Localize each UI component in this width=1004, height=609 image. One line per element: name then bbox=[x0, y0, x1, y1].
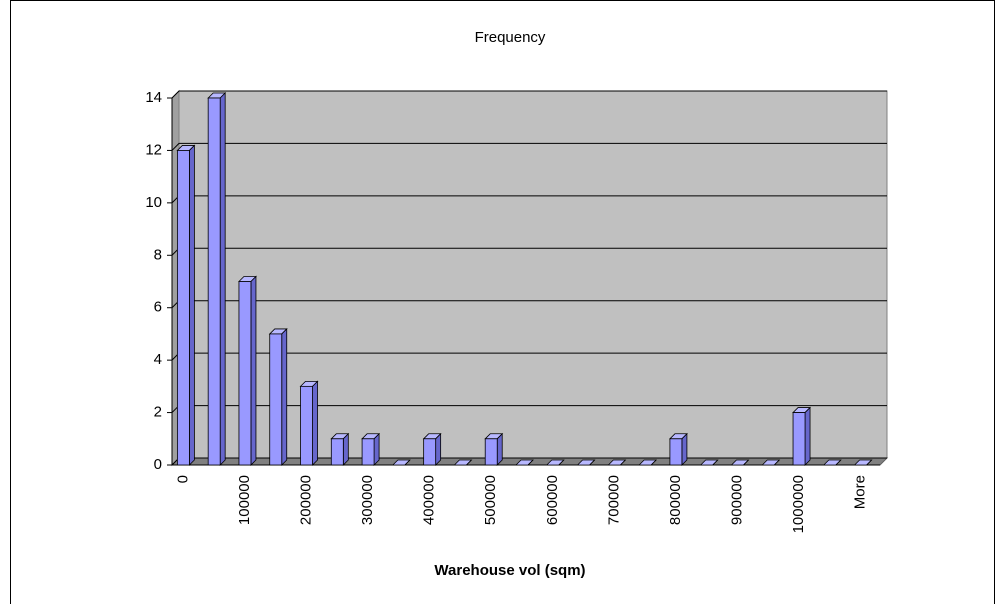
bar-side bbox=[804, 406, 811, 466]
bar-side bbox=[281, 327, 288, 466]
bar-side bbox=[373, 432, 380, 466]
x-tick-label: 1000000 bbox=[790, 475, 807, 533]
bar-side bbox=[589, 459, 595, 466]
x-axis-title: Warehouse vol (sqm) bbox=[434, 562, 585, 579]
bar bbox=[669, 438, 683, 466]
x-tick-label: 500000 bbox=[482, 475, 499, 525]
bar-side bbox=[620, 459, 626, 466]
bar bbox=[792, 412, 806, 466]
bar bbox=[207, 97, 221, 466]
bar-side bbox=[466, 459, 472, 466]
bar-side bbox=[312, 380, 318, 466]
grid-line bbox=[171, 90, 887, 99]
bar-side bbox=[773, 459, 780, 466]
bar bbox=[330, 438, 344, 466]
x-tick-label: 600000 bbox=[544, 475, 561, 525]
x-tick-label: 900000 bbox=[728, 475, 745, 525]
bar-side bbox=[435, 432, 442, 466]
x-tick-label: More bbox=[852, 475, 869, 509]
bar-side bbox=[866, 459, 872, 466]
bar bbox=[300, 385, 313, 466]
y-tick-label: 0 bbox=[154, 456, 162, 473]
bar-side bbox=[527, 459, 534, 466]
bar-side bbox=[342, 432, 349, 466]
y-tick-label: 2 bbox=[154, 404, 162, 421]
bar-side bbox=[496, 432, 503, 466]
bar bbox=[176, 150, 190, 466]
y-tick-label: 8 bbox=[154, 246, 162, 263]
bar-side bbox=[743, 459, 749, 466]
bar-side bbox=[650, 459, 657, 466]
bar-side bbox=[188, 144, 195, 466]
bar-side bbox=[250, 275, 257, 466]
x-tick-label: 0 bbox=[174, 475, 191, 483]
x-tick-label: 700000 bbox=[605, 475, 622, 525]
y-tick-label: 12 bbox=[145, 141, 162, 158]
bar bbox=[238, 281, 252, 466]
y-tick-label: 6 bbox=[154, 299, 162, 316]
y-tick-label: 10 bbox=[145, 194, 162, 211]
grid-line bbox=[171, 142, 887, 151]
bar bbox=[484, 438, 498, 466]
y-tick-label: 4 bbox=[154, 351, 162, 368]
x-tick-label: 200000 bbox=[297, 475, 314, 525]
bar-side bbox=[404, 459, 411, 466]
x-tick-label: 400000 bbox=[421, 475, 438, 525]
x-tick-label: 100000 bbox=[236, 475, 253, 525]
y-tick-label: 14 bbox=[145, 89, 162, 106]
bar-side bbox=[835, 459, 842, 466]
bar-side bbox=[558, 459, 565, 466]
x-tick-label: 800000 bbox=[667, 475, 684, 525]
bar bbox=[269, 333, 283, 466]
chart-title: Frequency bbox=[475, 29, 546, 46]
bar bbox=[423, 438, 437, 466]
bar-side bbox=[681, 432, 688, 466]
x-tick-label: 300000 bbox=[359, 475, 376, 525]
bar-side bbox=[712, 459, 718, 466]
bar-side bbox=[219, 92, 226, 466]
bar bbox=[361, 438, 375, 466]
